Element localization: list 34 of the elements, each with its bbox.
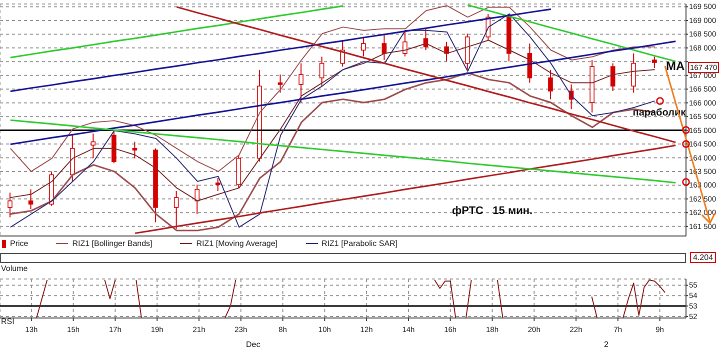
line-series [10, 8, 552, 92]
text: Volume [1, 264, 28, 273]
candlestick [319, 56, 324, 87]
candlestick [194, 184, 200, 215]
text: 2 [604, 340, 608, 349]
candlestick [132, 141, 138, 159]
candlestick [8, 192, 12, 218]
legend-label: RIZ1 [Bollinger Bands] [72, 239, 152, 248]
line-series [10, 5, 344, 58]
legend-label: Price [10, 239, 28, 248]
text: RSI [1, 317, 14, 326]
text: 4.204 [690, 252, 716, 263]
candlestick [444, 41, 449, 62]
candlestick [548, 69, 553, 100]
legend-label: RIZ1 [Parabolic SAR] [322, 239, 398, 248]
candlestick [28, 188, 34, 210]
candlestick [631, 52, 636, 94]
candlestick [360, 36, 366, 57]
line-series [466, 4, 676, 62]
candlestick [402, 30, 408, 57]
annotation: фРТС 15 мин. [452, 205, 533, 217]
candlestick [174, 190, 179, 230]
line-series [10, 119, 676, 184]
legend-label: RIZ1 [Moving Average] [196, 239, 278, 248]
candlestick [340, 40, 346, 68]
candlestick [298, 62, 304, 104]
candlestick [610, 62, 616, 92]
candlestick [652, 56, 657, 68]
candlestick [215, 178, 220, 192]
text: Dec [246, 340, 260, 349]
annotation: MA [666, 59, 685, 73]
candlestick [90, 133, 96, 159]
candlestick [278, 74, 283, 94]
candlestick [382, 33, 387, 61]
